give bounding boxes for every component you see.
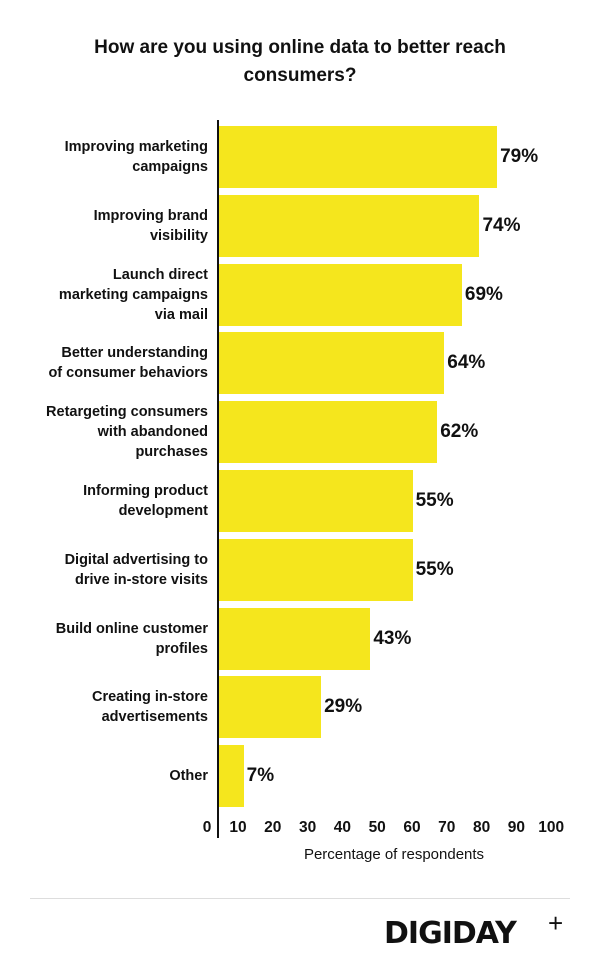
divider [30, 898, 570, 899]
digiday-logo: DIGIDAY [384, 916, 517, 951]
data-label: 55% [415, 558, 454, 580]
data-label: 64% [447, 352, 486, 374]
category-label: Improving brand visibility [93, 207, 208, 244]
bar [219, 126, 498, 188]
data-label: 55% [415, 490, 454, 511]
data-label: 62% [440, 421, 479, 443]
category-label: Informing product development [83, 483, 208, 519]
bar [219, 194, 480, 257]
bar [219, 745, 244, 808]
data-label: 79% [500, 146, 539, 167]
category-label: Launch direct marketing campaigns via mail [58, 266, 208, 323]
x-tick-label: 20 [264, 819, 282, 836]
data-label: 43% [373, 627, 412, 649]
x-tick-label: 10 [229, 819, 247, 836]
bar [219, 470, 413, 532]
x-tick-label: 0 [202, 819, 212, 836]
category-label: Improving marketing campaigns [64, 139, 208, 175]
plus-icon: + [548, 908, 564, 938]
x-tick-label: 80 [472, 819, 491, 836]
category-label: Build online customer profiles [55, 620, 208, 657]
bar [219, 538, 413, 601]
x-tick-label: 90 [507, 819, 526, 836]
category-label: Creating in-store advertisements [91, 689, 208, 726]
x-tick-label: 100 [538, 819, 565, 836]
category-label: Better understanding of consumer behavior… [48, 345, 208, 382]
category-label: Retargeting consumers with abandoned purch… [46, 404, 208, 461]
data-label: 74% [482, 214, 521, 236]
data-label: 7% [246, 765, 275, 787]
category-label: Other [169, 768, 208, 785]
x-tick-label: 50 [368, 819, 386, 836]
chart-title: How are you using online data to better … [94, 37, 506, 86]
x-axis-label: Percentage of respondents [303, 846, 485, 863]
bar [219, 263, 462, 326]
y-axis-line [217, 120, 219, 838]
data-label: 69% [464, 283, 503, 305]
x-tick-label: 40 [333, 819, 352, 836]
x-tick-label: 30 [298, 819, 317, 836]
bar [219, 607, 371, 670]
data-label: 29% [324, 696, 363, 718]
x-tick-label: 70 [438, 819, 456, 836]
bar [219, 332, 445, 395]
x-tick-label: 60 [403, 819, 421, 836]
bar [219, 401, 438, 464]
category-label: Digital advertising to drive in-store vis… [64, 551, 208, 588]
bar [219, 676, 322, 739]
